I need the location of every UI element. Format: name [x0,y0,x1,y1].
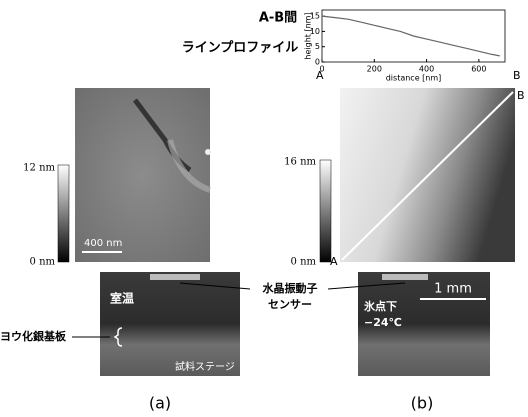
photo-label: −24℃ [364,316,402,329]
afm-feature [205,149,211,155]
colorbar-min: 0 nm [291,257,317,268]
x-tick-label: 200 [367,65,382,74]
end-label: B [513,69,521,82]
x-tick-label: 400 [419,65,434,74]
y-tick-label: 5 [315,42,320,51]
photo-label: ヨウ化銀基板 [0,329,67,343]
y-axis-label: height [nm] [304,12,313,59]
profile-line [322,16,500,56]
colorbar [320,160,331,262]
colorbar [58,165,69,262]
photo-label: 試料ステージ [175,360,235,373]
colorbar-max: 16 nm [284,157,316,168]
caption: (a) [149,394,171,413]
figure: A-B間 ラインプロファイル 0510150200400600distance … [0,0,528,417]
start-label: A [316,69,324,82]
photo-label: 室温 [110,291,134,306]
photo [100,272,240,376]
colorbar-max: 12 nm [23,163,55,174]
sensor-label: センサー [268,298,312,311]
scale-bar-label: 1 mm [434,282,472,297]
sensor-label: 水晶振動子 [263,281,318,295]
point-b: B [517,89,525,102]
caption: (b) [411,394,434,413]
profile-title: A-B間 [259,11,297,26]
scale-bar-label: 400 nm [84,238,122,249]
photo-label: 氷点下 [364,299,397,313]
colorbar-min: 0 nm [30,257,56,268]
sensor [382,274,428,280]
sensor [150,274,200,280]
profile-title: ラインプロファイル [182,41,299,56]
x-axis-label: distance [nm] [386,74,442,83]
x-tick-label: 600 [471,65,486,74]
